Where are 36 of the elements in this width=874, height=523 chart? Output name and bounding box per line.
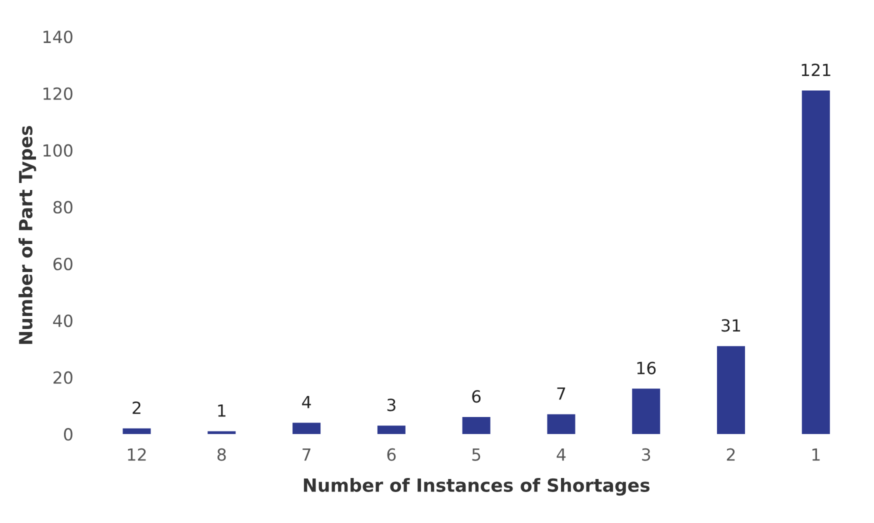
bar	[122, 428, 151, 434]
data-label: 2	[132, 401, 140, 414]
x-tick-label: 5	[472, 448, 480, 461]
x-tick-label: 4	[556, 448, 566, 461]
bar	[462, 417, 490, 434]
bar	[292, 422, 321, 434]
x-tick-label: 6	[387, 448, 396, 461]
y-tick-label: 140	[44, 30, 72, 44]
bar	[547, 414, 576, 434]
y-tick-label: 40	[53, 314, 72, 328]
data-label: 121	[802, 64, 830, 76]
y-tick-label: 60	[53, 258, 72, 270]
x-tick-label: 1	[812, 448, 820, 461]
data-label: 3	[387, 398, 396, 412]
x-tick-label: 2	[726, 448, 735, 461]
data-label: 6	[472, 390, 481, 403]
data-label: 16	[637, 362, 656, 374]
y-tick-label: 0	[64, 428, 72, 441]
x-tick-label: 7	[302, 448, 310, 461]
bar	[716, 346, 746, 434]
x-tick-label: 8	[217, 448, 226, 461]
bar	[632, 388, 660, 434]
bar	[802, 90, 830, 434]
y-tick-label: 20	[54, 371, 72, 384]
data-label: 4	[302, 396, 311, 408]
x-tick-label: 3	[642, 448, 650, 461]
x-axis-title: Number of Instances of Shortages	[304, 478, 650, 496]
data-label: 1	[218, 404, 226, 417]
data-label: 31	[722, 319, 740, 332]
y-tick-label: 80	[53, 200, 72, 214]
y-axis-title: Number of Part Types	[18, 126, 36, 344]
y-tick-label: 120	[44, 87, 72, 100]
y-tick-label: 100	[44, 144, 72, 157]
bar	[377, 426, 406, 434]
x-tick-label: 12	[128, 448, 146, 461]
data-label: 7	[557, 387, 566, 400]
